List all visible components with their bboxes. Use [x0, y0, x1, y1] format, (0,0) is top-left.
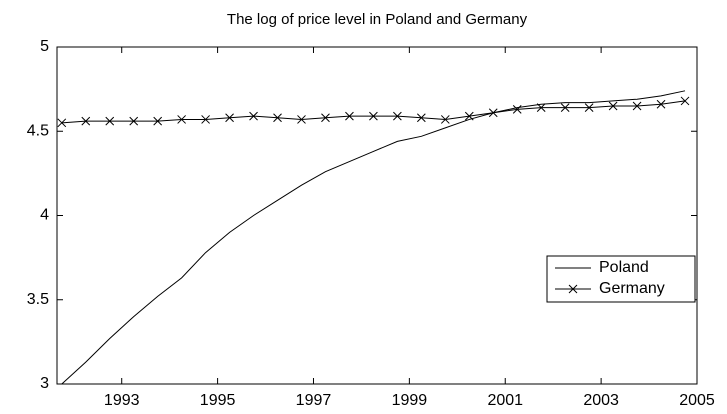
marker: [201, 115, 210, 124]
marker: [321, 113, 330, 123]
x-tick-label: 1997: [296, 392, 332, 409]
marker: [249, 111, 258, 121]
y-tick-label: 4.5: [27, 122, 49, 139]
marker: [656, 99, 666, 109]
marker: [345, 111, 354, 121]
marker: [297, 115, 306, 124]
marker: [568, 284, 578, 294]
x-tick-label: 1995: [200, 392, 236, 409]
marker: [57, 118, 67, 128]
x-tick-label: 1993: [104, 392, 140, 409]
y-tick-label: 5: [40, 38, 49, 55]
marker: [81, 116, 91, 126]
legend-box: [546, 255, 696, 303]
x-tick-label: 1999: [392, 392, 428, 409]
marker: [512, 104, 522, 114]
marker: [177, 115, 186, 124]
marker: [105, 116, 115, 126]
marker: [488, 108, 498, 118]
marker: [129, 116, 139, 126]
marker: [440, 115, 450, 124]
marker: [273, 113, 282, 123]
y-tick-label: 3.5: [27, 291, 49, 308]
legend: Poland Germany: [546, 255, 696, 303]
x-tick-label: 2005: [679, 392, 715, 409]
x-tick-label: 2003: [583, 392, 619, 409]
marker: [632, 101, 642, 111]
y-tick-label: 3: [40, 375, 49, 392]
x-tick-label: 2001: [487, 392, 523, 409]
marker: [153, 116, 163, 126]
marker: [393, 111, 402, 121]
marker: [560, 103, 570, 113]
marker: [416, 113, 426, 123]
plot-frame: [56, 46, 698, 385]
marker: [608, 101, 618, 111]
marker: [369, 111, 378, 121]
marker: [584, 103, 594, 113]
marker: [680, 96, 690, 106]
y-tick-label: 4: [40, 207, 49, 224]
series-line: [61, 100, 686, 124]
marker: [464, 111, 474, 121]
legend-label: Poland: [599, 259, 649, 276]
legend-label: Germany: [599, 280, 665, 297]
marker: [536, 103, 546, 113]
series-line: [61, 90, 686, 385]
chart-title: The log of price level in Poland and Ger…: [227, 11, 528, 28]
marker: [225, 113, 234, 123]
